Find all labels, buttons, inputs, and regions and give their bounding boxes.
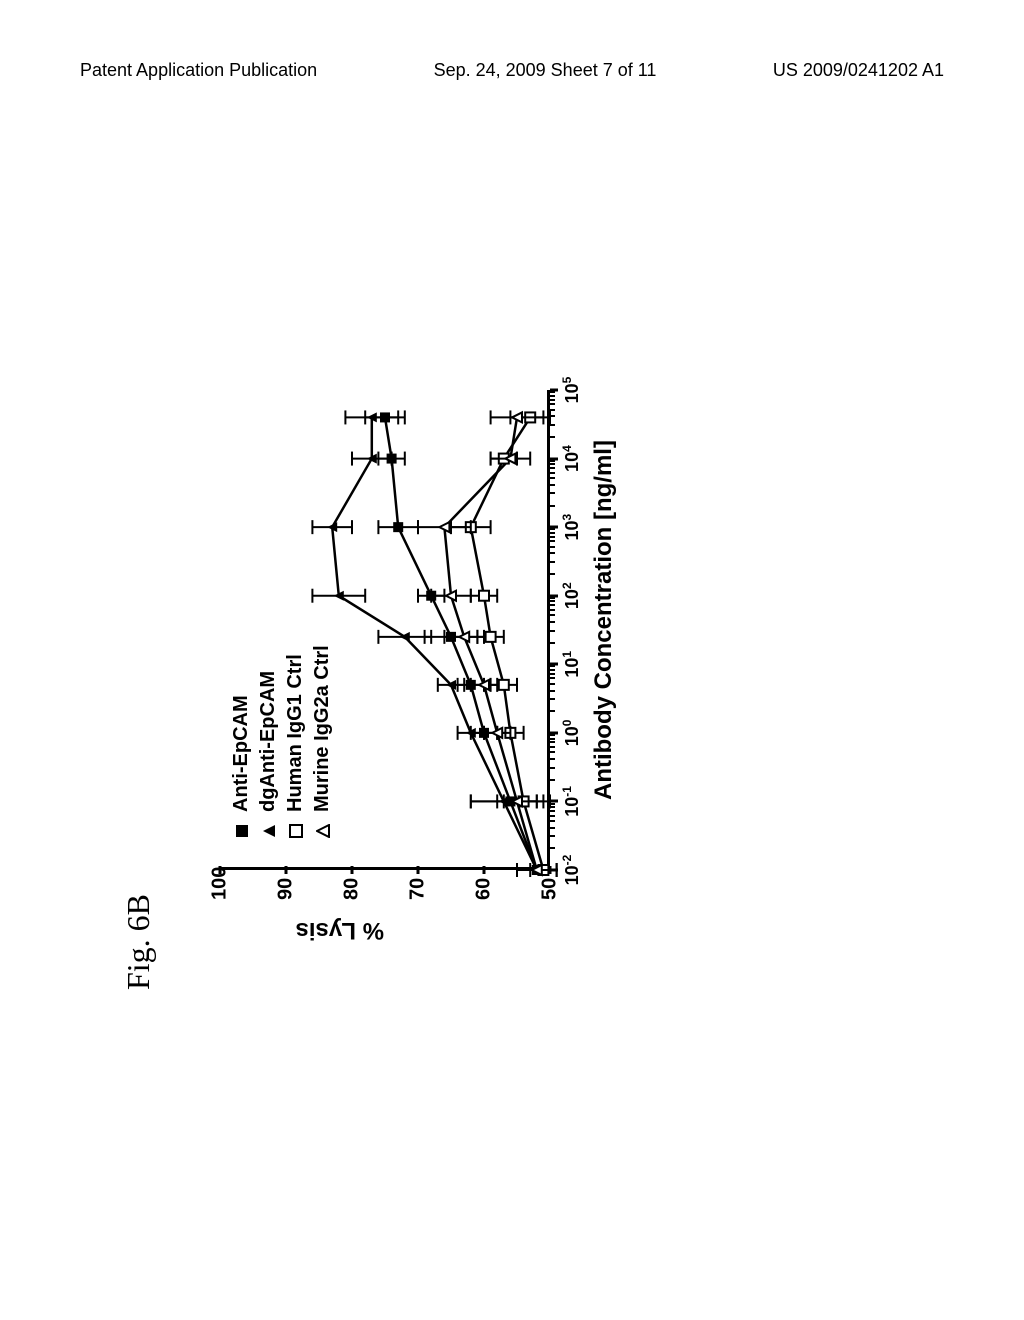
x-tick-label: 103 xyxy=(560,514,583,541)
x-minor-tick xyxy=(550,573,555,575)
x-minor-tick xyxy=(550,532,555,534)
page-header: Patent Application Publication Sep. 24, … xyxy=(80,60,944,81)
x-minor-tick xyxy=(550,484,555,486)
y-tick-label: 90 xyxy=(275,878,298,900)
x-tick-mark xyxy=(550,800,558,803)
data-marker xyxy=(446,591,456,601)
x-minor-tick xyxy=(550,710,555,712)
x-minor-tick xyxy=(550,621,555,623)
y-tick-label: 70 xyxy=(407,878,430,900)
x-minor-tick xyxy=(550,540,555,542)
x-minor-tick xyxy=(550,424,555,426)
pub-label: Patent Application Publication xyxy=(80,60,317,81)
figure-label: Fig. 6B xyxy=(120,894,157,990)
x-tick-mark xyxy=(550,457,558,460)
x-tick-label: 100 xyxy=(560,720,583,747)
plot-svg xyxy=(220,390,550,870)
x-tick-mark xyxy=(550,663,558,666)
x-tick-label: 10-1 xyxy=(560,786,583,817)
x-minor-tick xyxy=(550,395,555,397)
x-tick-label: 105 xyxy=(560,377,583,404)
x-minor-tick xyxy=(550,561,555,563)
x-minor-tick xyxy=(550,779,555,781)
y-axis-label: % Lysis xyxy=(296,916,385,944)
chart-area: % Lysis Antibody Concentration [ng/ml] A… xyxy=(190,360,610,920)
x-minor-tick xyxy=(550,738,555,740)
x-minor-tick xyxy=(550,741,555,743)
x-minor-tick xyxy=(550,477,555,479)
x-minor-tick xyxy=(550,678,555,680)
x-tick-mark xyxy=(550,389,558,392)
x-minor-tick xyxy=(550,403,555,405)
y-tick-mark xyxy=(483,866,486,874)
x-minor-tick xyxy=(550,752,555,754)
pub-number: US 2009/0241202 A1 xyxy=(773,60,944,81)
x-minor-tick xyxy=(550,690,555,692)
x-minor-tick xyxy=(550,505,555,507)
x-minor-tick xyxy=(550,815,555,817)
x-minor-tick xyxy=(550,399,555,401)
x-minor-tick xyxy=(550,614,555,616)
x-minor-tick xyxy=(550,683,555,685)
x-tick-label: 10-2 xyxy=(560,855,583,886)
x-tick-label: 101 xyxy=(560,651,583,678)
x-minor-tick xyxy=(550,552,555,554)
x-minor-tick xyxy=(550,669,555,671)
x-tick-mark xyxy=(550,594,558,597)
x-minor-tick xyxy=(550,536,555,538)
x-minor-tick xyxy=(550,827,555,829)
y-tick-label: 60 xyxy=(473,878,496,900)
x-minor-tick xyxy=(550,698,555,700)
x-minor-tick xyxy=(550,492,555,494)
y-tick-mark xyxy=(351,866,354,874)
x-minor-tick xyxy=(550,630,555,632)
x-tick-mark xyxy=(550,869,558,872)
figure-rotated: Fig. 6B % Lysis Antibody Concentration [… xyxy=(190,340,830,980)
data-marker xyxy=(479,680,489,690)
x-minor-tick xyxy=(550,767,555,769)
y-tick-mark xyxy=(219,866,222,874)
data-marker xyxy=(439,522,449,532)
x-minor-tick xyxy=(550,642,555,644)
x-tick-mark xyxy=(550,731,558,734)
x-minor-tick xyxy=(550,609,555,611)
data-marker xyxy=(499,680,509,690)
x-tick-label: 104 xyxy=(560,445,583,472)
x-minor-tick xyxy=(550,409,555,411)
x-minor-tick xyxy=(550,463,555,465)
x-minor-tick xyxy=(550,600,555,602)
x-minor-tick xyxy=(550,436,555,438)
x-minor-tick xyxy=(550,546,555,548)
x-minor-tick xyxy=(550,673,555,675)
x-minor-tick xyxy=(550,415,555,417)
data-marker xyxy=(393,522,403,532)
x-minor-tick xyxy=(550,746,555,748)
x-minor-tick xyxy=(550,835,555,837)
x-minor-tick xyxy=(550,472,555,474)
y-tick-label: 50 xyxy=(539,878,562,900)
x-tick-label: 102 xyxy=(560,582,583,609)
y-tick-label: 80 xyxy=(341,878,364,900)
y-tick-mark xyxy=(417,866,420,874)
y-tick-mark xyxy=(285,866,288,874)
data-marker xyxy=(479,591,489,601)
x-minor-tick xyxy=(550,467,555,469)
x-tick-mark xyxy=(550,526,558,529)
x-minor-tick xyxy=(550,758,555,760)
x-minor-tick xyxy=(550,604,555,606)
data-marker xyxy=(486,632,496,642)
data-marker xyxy=(512,412,522,422)
data-marker xyxy=(459,632,469,642)
x-axis-label: Antibody Concentration [ng/ml] xyxy=(590,440,618,800)
x-minor-tick xyxy=(550,820,555,822)
x-minor-tick xyxy=(550,810,555,812)
data-marker xyxy=(492,728,502,738)
x-minor-tick xyxy=(550,806,555,808)
x-minor-tick xyxy=(550,847,555,849)
date-sheet: Sep. 24, 2009 Sheet 7 of 11 xyxy=(434,60,657,81)
